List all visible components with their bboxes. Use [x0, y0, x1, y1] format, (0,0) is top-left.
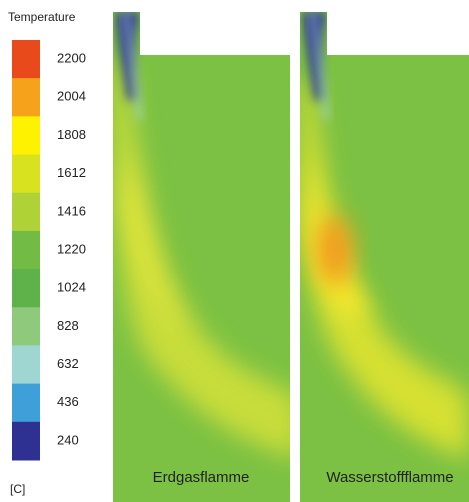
colorbar-tick-label: 1808 — [57, 127, 86, 142]
colorbar-segment — [12, 345, 40, 384]
colorbar-tick-label: 436 — [57, 394, 79, 409]
colorbar-tick-label: 1024 — [57, 280, 86, 295]
colorbar-segment — [12, 116, 40, 155]
colorbar-segment — [12, 269, 40, 308]
colorbar-segment — [12, 78, 40, 117]
colorbar-tick-label: 1220 — [57, 241, 86, 256]
colorbar-tick-label: 1416 — [57, 203, 86, 218]
legend-title: Temperature — [8, 10, 76, 24]
colorbar-segment — [12, 231, 40, 270]
panel-label: Erdgasflamme — [153, 469, 250, 486]
colorbar: 2200 2004 1808 1612 1416 1220 1024 828 632 436 240 — [12, 40, 86, 461]
colorbar-segment — [12, 422, 40, 461]
panel-label: Wasserstoffflamme — [326, 469, 453, 486]
colorbar-tick-label: 240 — [57, 432, 79, 447]
colorbar-tick-label: 828 — [57, 318, 79, 333]
panel-erdgas — [112, 0, 300, 502]
colorbar-segment — [12, 307, 40, 346]
panel-wasserstoff — [300, 0, 469, 502]
colorbar-tick-label: 2200 — [57, 51, 86, 66]
colorbar-tick-label: 1612 — [57, 165, 86, 180]
colorbar-tick-label: 632 — [57, 356, 79, 371]
colorbar-segment — [12, 155, 40, 194]
colorbar-segment — [12, 193, 40, 232]
colorbar-segment — [12, 40, 40, 79]
figure: Temperature 2200 2004 1808 1612 1416 1220 1024… — [0, 0, 469, 502]
colorbar-tick-label: 2004 — [57, 89, 86, 104]
colorbar-segment — [12, 384, 40, 423]
legend-unit: [C] — [10, 482, 25, 496]
